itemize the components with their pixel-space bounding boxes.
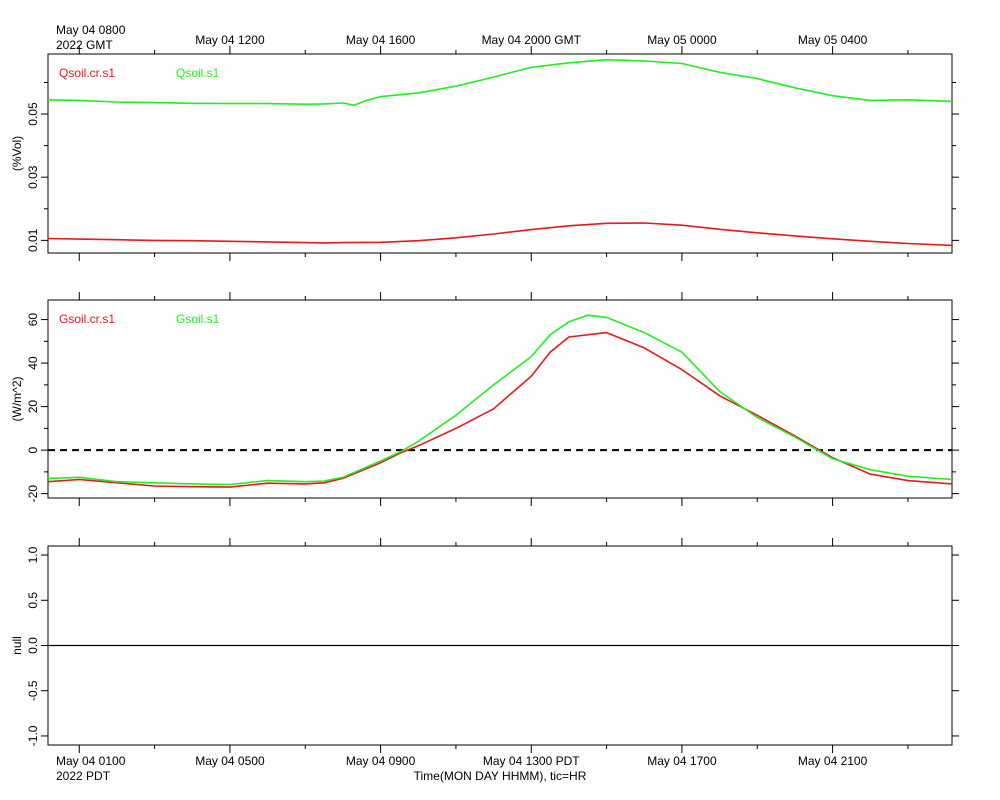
y-tick-label: 60 [26, 313, 40, 327]
gmt-tick-label: May 04 1200 [195, 33, 265, 47]
panel-soil-heat-flux: -20 0 20 40 60 (W/m^2) Gsoil.cr.s1 Gsoil.s1 [10, 292, 959, 506]
y-axis-label: null [10, 636, 24, 655]
gmt-tick-labels: May 04 1200 May 04 1600 May 04 2000 GMT May… [195, 33, 867, 47]
x-axis-label: Time(MON DAY HHMM), tic=HR [414, 769, 587, 783]
legend-entry: Qsoil.s1 [176, 66, 220, 80]
y-tick-label: -0.5 [26, 680, 40, 701]
gmt-tick-label: May 05 0400 [798, 33, 868, 47]
y-tick-label: 0.01 [26, 228, 40, 252]
y-tick-label: 0.05 [26, 102, 40, 126]
gmt-tick-label: May 04 2000 GMT [482, 33, 582, 47]
pdt-tick-label: May 04 0500 [195, 754, 265, 768]
y-tick-label: 0 [26, 446, 40, 453]
y-tick-label: 0.5 [26, 592, 40, 609]
gmt-tick-label: May 04 1600 [346, 33, 416, 47]
series-line-Qsoil-cr-s1 [47, 222, 953, 247]
pdt-tick-label: May 04 2100 [798, 754, 868, 768]
plot-frame [47, 53, 953, 254]
gmt-first-year: 2022 GMT [56, 38, 113, 52]
legend-entry: Gsoil.cr.s1 [59, 312, 115, 326]
y-axis-label: (%Vol) [10, 136, 24, 171]
gmt-first-label: May 04 0800 [56, 23, 126, 37]
pdt-tick-label: May 04 1700 [647, 754, 717, 768]
y-tick-label: 0.0 [26, 637, 40, 654]
pdt-first-year: 2022 PDT [56, 769, 111, 783]
legend-entry: Gsoil.s1 [176, 312, 220, 326]
series-line-Gsoil-s1 [47, 314, 953, 486]
panel-soil-moisture: 0.01 0.03 0.05(%Vol) Qsoil.cr.s1 Qsoil.s1 [10, 46, 959, 261]
pdt-tick-label: May 04 1300 PDT [483, 754, 580, 768]
gmt-tick-label: May 05 0000 [647, 33, 717, 47]
series-line-Qsoil-s1 [47, 58, 953, 106]
panel-null: -1.0 -0.5 0.0 0.5 1.0 null [10, 538, 959, 753]
pdt-tick-labels: May 04 0500 May 04 0900 May 04 1300 PDT May… [195, 754, 867, 768]
legend-entry: Qsoil.cr.s1 [59, 66, 115, 80]
y-tick-label: 1.0 [26, 546, 40, 563]
y-axis-label: (W/m^2) [10, 377, 24, 422]
y-tick-label: -1.0 [26, 725, 40, 746]
pdt-tick-label: May 04 0900 [346, 754, 416, 768]
pdt-first-label: May 04 0100 [56, 754, 126, 768]
y-tick-label: 0.03 [26, 165, 40, 189]
y-tick-label: -20 [26, 485, 40, 503]
y-tick-label: 40 [26, 356, 40, 370]
series-line-Gsoil-cr-s1 [47, 331, 953, 488]
y-tick-label: 20 [26, 400, 40, 414]
plot-frame [47, 299, 953, 499]
